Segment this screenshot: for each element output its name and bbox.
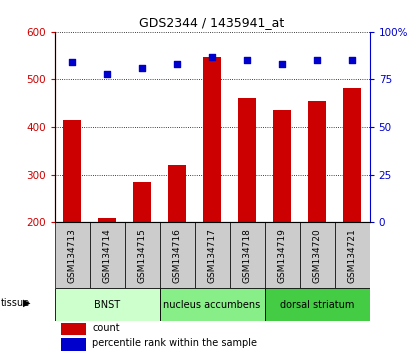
- Text: ▶: ▶: [23, 298, 31, 308]
- Bar: [239, 98, 256, 222]
- Bar: [230, 222, 265, 288]
- Text: percentile rank within the sample: percentile rank within the sample: [92, 338, 257, 348]
- Text: tissue: tissue: [0, 298, 29, 308]
- Text: nucleus accumbens: nucleus accumbens: [163, 300, 261, 310]
- Bar: [299, 222, 335, 288]
- Bar: [61, 322, 86, 335]
- Point: [69, 59, 76, 65]
- Text: BNST: BNST: [94, 300, 120, 310]
- Text: GSM134715: GSM134715: [138, 228, 147, 283]
- Point: [104, 71, 110, 76]
- Point: [139, 65, 145, 71]
- Bar: [55, 288, 160, 321]
- Bar: [273, 110, 291, 222]
- Bar: [134, 182, 151, 222]
- Text: count: count: [92, 323, 120, 333]
- Text: GSM134720: GSM134720: [312, 228, 322, 283]
- Bar: [308, 101, 326, 222]
- Point: [244, 58, 250, 63]
- Point: [279, 61, 286, 67]
- Point: [314, 58, 320, 63]
- Bar: [125, 222, 160, 288]
- Bar: [98, 218, 116, 222]
- Bar: [160, 222, 194, 288]
- Bar: [344, 88, 361, 222]
- Bar: [89, 222, 125, 288]
- Text: GSM134721: GSM134721: [348, 228, 357, 283]
- Bar: [168, 165, 186, 222]
- Point: [349, 58, 355, 63]
- Bar: [265, 222, 299, 288]
- Text: GSM134717: GSM134717: [207, 228, 217, 283]
- Bar: [194, 222, 230, 288]
- Bar: [63, 120, 81, 222]
- Title: GDS2344 / 1435941_at: GDS2344 / 1435941_at: [139, 16, 285, 29]
- Bar: [160, 288, 265, 321]
- Text: GSM134716: GSM134716: [173, 228, 181, 283]
- Text: GSM134719: GSM134719: [278, 228, 286, 283]
- Text: GSM134718: GSM134718: [243, 228, 252, 283]
- Bar: [55, 222, 89, 288]
- Text: GSM134714: GSM134714: [102, 228, 112, 283]
- Bar: [203, 57, 221, 222]
- Bar: [335, 222, 370, 288]
- Text: GSM134713: GSM134713: [68, 228, 76, 283]
- Bar: [265, 288, 370, 321]
- Text: dorsal striatum: dorsal striatum: [280, 300, 354, 310]
- Point: [174, 61, 181, 67]
- Bar: [61, 338, 86, 351]
- Point: [209, 54, 215, 59]
